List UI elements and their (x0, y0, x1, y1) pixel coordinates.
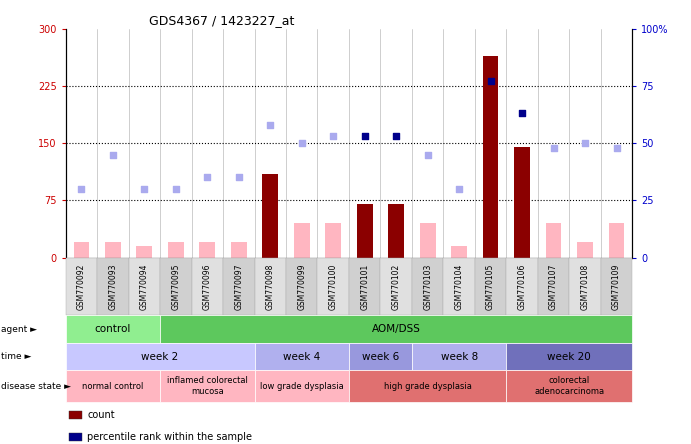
Text: GSM770106: GSM770106 (518, 263, 527, 309)
Point (202, 174, 213, 181)
Point (485, 78, 496, 85)
Text: percentile rank within the sample: percentile rank within the sample (87, 432, 252, 442)
Text: GSM770103: GSM770103 (423, 263, 432, 309)
Text: GSM770095: GSM770095 (171, 263, 180, 309)
Bar (388, 204, 404, 258)
Point (107, 151, 118, 158)
Text: GSM770107: GSM770107 (549, 263, 558, 309)
Text: GDS4367 / 1423227_at: GDS4367 / 1423227_at (149, 14, 294, 27)
Text: GSM770105: GSM770105 (486, 263, 495, 309)
Point (422, 151, 433, 158)
Text: colorectal
adenocarcinoma: colorectal adenocarcinoma (534, 377, 605, 396)
Text: week 2: week 2 (142, 352, 179, 361)
Text: GSM770101: GSM770101 (360, 263, 369, 309)
Point (611, 144, 622, 151)
Point (548, 144, 559, 151)
Text: high grade dysplasia: high grade dysplasia (384, 382, 471, 391)
Text: disease state ►: disease state ► (1, 382, 71, 391)
Text: time ►: time ► (1, 352, 32, 361)
Text: GSM770099: GSM770099 (297, 263, 306, 309)
Bar (451, 246, 467, 258)
Text: count: count (87, 410, 115, 420)
Bar (136, 246, 152, 258)
Text: control: control (95, 324, 131, 334)
Point (234, 174, 245, 181)
Bar (231, 242, 247, 258)
Text: week 20: week 20 (547, 352, 591, 361)
Point (359, 133, 370, 140)
Text: GSM770097: GSM770097 (234, 263, 243, 309)
Text: GSM770108: GSM770108 (580, 263, 589, 309)
Text: GSM770098: GSM770098 (266, 263, 275, 309)
Text: GSM770093: GSM770093 (108, 263, 117, 309)
Text: AOM/DSS: AOM/DSS (372, 324, 421, 334)
Bar (263, 174, 278, 258)
Bar (105, 242, 121, 258)
Point (453, 186, 464, 193)
Text: GSM770104: GSM770104 (455, 263, 464, 309)
Bar (483, 56, 498, 258)
Text: GSM770094: GSM770094 (140, 263, 149, 309)
Bar (514, 147, 530, 258)
Text: agent ►: agent ► (1, 325, 37, 333)
Text: week 8: week 8 (440, 352, 477, 361)
Point (265, 121, 276, 128)
Text: low grade dysplasia: low grade dysplasia (260, 382, 343, 391)
Bar (294, 223, 310, 258)
Bar (609, 223, 625, 258)
Text: GSM770102: GSM770102 (392, 263, 401, 309)
Point (139, 186, 150, 193)
Point (390, 133, 401, 140)
Bar (420, 223, 435, 258)
Point (76, 186, 87, 193)
Text: week 4: week 4 (283, 352, 321, 361)
Bar (168, 242, 184, 258)
Bar (577, 242, 593, 258)
Bar (73, 242, 89, 258)
Text: GSM770100: GSM770100 (329, 263, 338, 309)
Text: GSM770109: GSM770109 (612, 263, 621, 309)
Point (296, 139, 307, 147)
Text: week 6: week 6 (362, 352, 399, 361)
Text: GSM770096: GSM770096 (202, 263, 212, 309)
Point (328, 133, 339, 140)
Bar (200, 242, 215, 258)
Point (170, 186, 181, 193)
Text: inflamed colorectal
mucosa: inflamed colorectal mucosa (167, 377, 248, 396)
Text: normal control: normal control (82, 382, 144, 391)
Bar (546, 223, 561, 258)
Text: GSM770092: GSM770092 (77, 263, 86, 309)
Bar (325, 223, 341, 258)
Point (580, 139, 591, 147)
Point (517, 110, 528, 117)
Bar (357, 204, 372, 258)
